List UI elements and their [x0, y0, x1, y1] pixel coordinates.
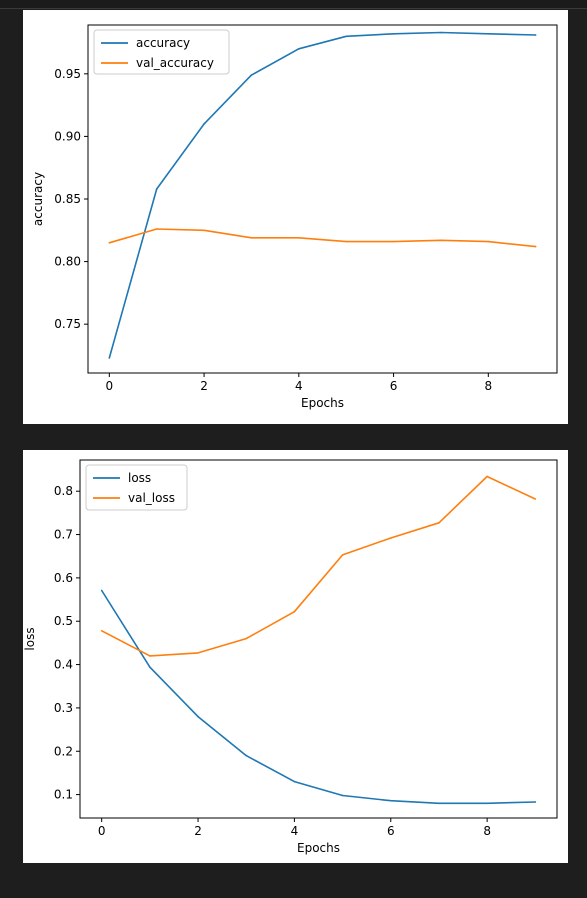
data-point	[486, 802, 488, 805]
y-tick-label: 0.4	[54, 658, 73, 672]
loss-chart: 0 2 4 6 8 0.1 0.2 0.3 0.4 0.5 0.6 0.7 0.8 Epochs loss l…	[23, 459, 558, 855]
y-axis-label: loss	[23, 627, 37, 650]
data-point	[149, 655, 151, 657]
data-point	[293, 780, 296, 783]
y-tick-label: 0.7	[54, 528, 73, 542]
x-tick-label: 0	[105, 379, 113, 393]
data-point	[341, 794, 344, 797]
accuracy-chart: 0 2 4 6 8 0.75 0.80 0.85 0.90 0.95 Epochs accuracy a…	[31, 24, 558, 410]
data-point	[100, 589, 103, 592]
y-tick-label: 0.6	[54, 571, 73, 585]
data-point	[487, 32, 490, 35]
x-axis-label: Epochs	[297, 841, 340, 855]
data-point	[250, 237, 253, 239]
data-point	[155, 228, 158, 230]
data-point	[149, 666, 151, 668]
data-point	[534, 498, 537, 500]
x-tick-label: 4	[291, 824, 299, 838]
data-point	[389, 799, 392, 802]
data-point	[440, 239, 442, 242]
data-point	[155, 188, 158, 190]
y-tick-label: 0.3	[54, 701, 73, 715]
legend-label: loss	[128, 471, 151, 485]
series-line-accuracy	[108, 31, 536, 359]
plot-frame	[79, 459, 558, 819]
x-tick-label: 4	[295, 379, 303, 393]
data-point	[245, 637, 248, 640]
data-point	[203, 229, 205, 232]
data-point	[440, 31, 442, 34]
data-point	[298, 237, 300, 239]
x-tick-label: 8	[483, 824, 491, 838]
data-point	[108, 357, 111, 359]
data-point	[108, 242, 111, 244]
data-point	[534, 801, 537, 803]
data-point	[250, 74, 253, 76]
y-tick-label: 0.95	[54, 67, 81, 81]
data-point	[486, 475, 488, 478]
data-point	[197, 715, 199, 718]
data-point	[392, 240, 395, 243]
x-tick-label: 2	[200, 379, 208, 393]
x-tick-label: 6	[387, 824, 395, 838]
accuracy-chart-panel: 0 2 4 6 8 0.75 0.80 0.85 0.90 0.95 Epochs accuracy a…	[23, 10, 568, 424]
data-point	[341, 554, 344, 556]
x-tick-label: 6	[390, 379, 398, 393]
plot-frame	[87, 24, 558, 374]
data-point	[345, 240, 347, 243]
x-axis-label: Epochs	[301, 396, 344, 410]
data-point	[389, 537, 392, 539]
y-tick-label: 0.85	[54, 192, 81, 206]
loss-chart-panel: 0 2 4 6 8 0.1 0.2 0.3 0.4 0.5 0.6 0.7 0.8 Epochs loss l…	[23, 450, 568, 863]
legend-label: val_accuracy	[136, 56, 214, 70]
series-line-loss	[101, 590, 536, 805]
data-point	[534, 245, 537, 248]
data-point	[487, 240, 490, 243]
data-point	[392, 32, 395, 35]
x-tick-label: 0	[98, 824, 106, 838]
top-divider	[0, 8, 587, 9]
y-axis-label: accuracy	[31, 172, 45, 226]
y-tick-label: 0.2	[54, 744, 73, 758]
y-tick-label: 0.8	[54, 484, 73, 498]
y-tick-label: 0.90	[54, 129, 81, 143]
data-point	[100, 629, 103, 632]
data-point	[293, 610, 296, 613]
data-point	[245, 754, 248, 757]
y-tick-label: 0.5	[54, 614, 73, 628]
data-point	[298, 47, 300, 50]
series-line-val-accuracy	[109, 228, 536, 248]
data-point	[438, 522, 440, 524]
data-point	[534, 34, 537, 36]
data-point	[345, 35, 347, 38]
data-point	[197, 652, 199, 654]
y-tick-label: 0.1	[54, 788, 73, 802]
top-strip	[0, 0, 587, 8]
legend-label: accuracy	[136, 36, 190, 50]
data-point	[438, 802, 440, 805]
x-tick-label: 8	[484, 379, 492, 393]
y-tick-label: 0.75	[54, 317, 81, 331]
series-line-val-loss	[101, 475, 536, 657]
x-tick-label: 2	[194, 824, 202, 838]
legend-label: val_loss	[128, 491, 175, 505]
y-tick-label: 0.80	[54, 255, 81, 269]
data-point	[203, 123, 205, 125]
